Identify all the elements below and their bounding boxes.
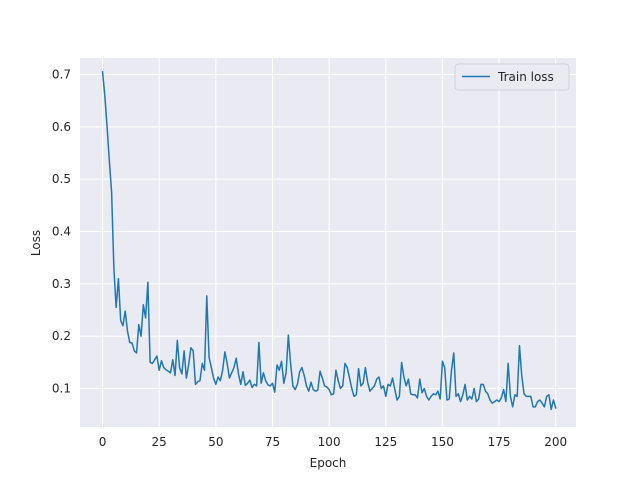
y-axis-label: Loss: [29, 230, 43, 256]
y-tick-label: 0.7: [52, 67, 71, 81]
y-tick-label: 0.3: [52, 277, 71, 291]
legend-box: [454, 63, 570, 91]
x-axis-label: Epoch: [310, 456, 347, 470]
x-tick-label: 75: [265, 435, 280, 449]
x-tick-labels: 0 25 50 75 100 125 150 175 200: [99, 435, 567, 449]
x-tick-label: 100: [318, 435, 341, 449]
x-tick-label: 125: [374, 435, 397, 449]
y-tick-label: 0.1: [52, 382, 71, 396]
y-tick-label: 0.5: [52, 172, 71, 186]
x-tick-label: 200: [544, 435, 567, 449]
x-tick-label: 25: [152, 435, 167, 449]
grid-lines: [80, 58, 576, 427]
y-tick-label: 0.2: [52, 329, 71, 343]
legend-label: Train loss: [497, 70, 554, 84]
plot-background: [80, 58, 576, 427]
x-tick-label: 175: [488, 435, 511, 449]
y-tick-label: 0.6: [52, 120, 71, 134]
y-tick-labels: 0.1 0.2 0.3 0.4 0.5 0.6 0.7: [52, 67, 71, 395]
x-tick-label: 150: [431, 435, 454, 449]
legend: Train loss: [454, 63, 570, 91]
x-tick-label: 0: [99, 435, 107, 449]
train-loss-line: [101, 71, 557, 411]
y-tick-label: 0.4: [52, 225, 71, 239]
x-tick-label: 50: [208, 435, 223, 449]
